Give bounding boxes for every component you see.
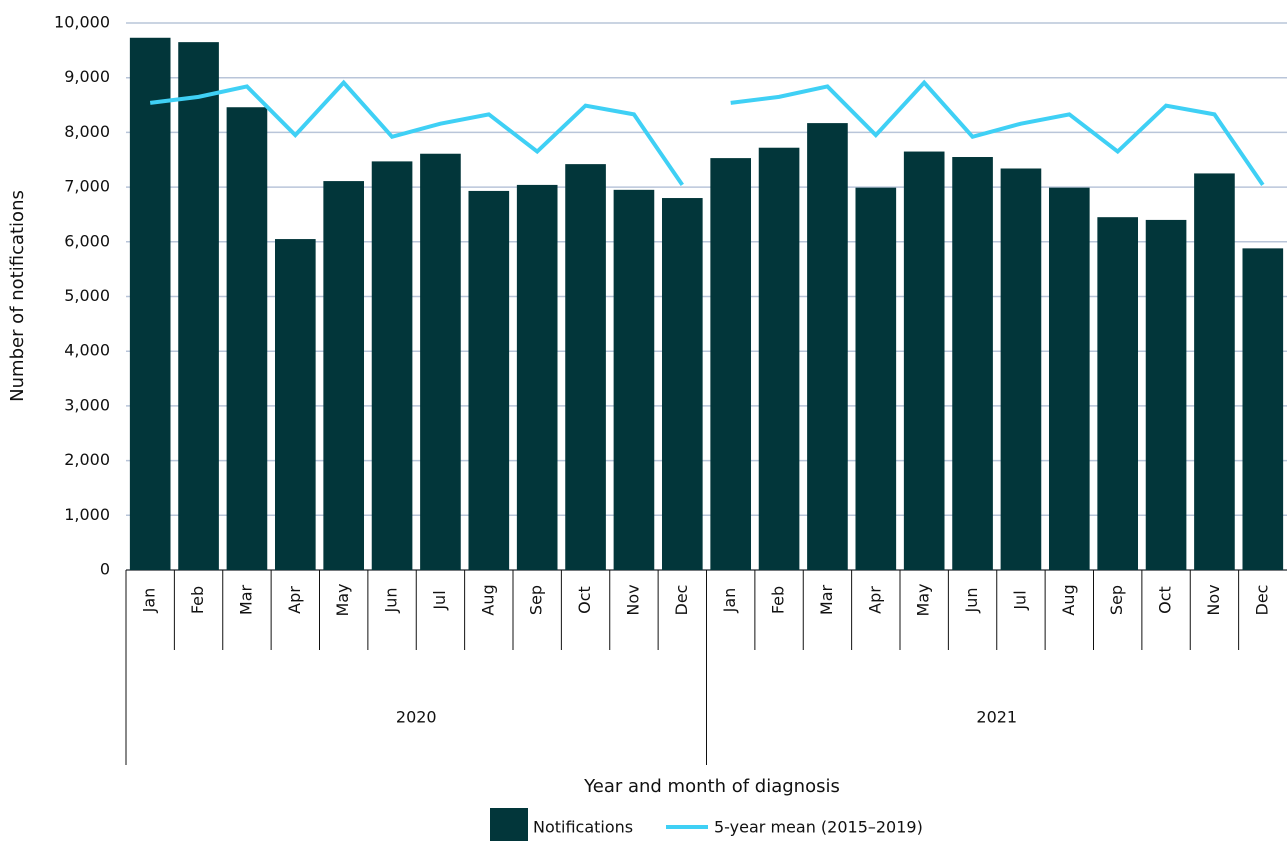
x-tick-label: Mar (236, 584, 255, 615)
x-tick-label: Aug (1059, 584, 1078, 615)
bar (807, 123, 848, 570)
bar (516, 184, 558, 571)
y-tick-label: 3,000 (64, 395, 110, 414)
bar (274, 239, 316, 570)
bar (661, 198, 703, 571)
y-axis-label: Number of notifications (7, 190, 28, 402)
bar (178, 42, 219, 570)
y-tick-label: 4,000 (64, 341, 110, 360)
bar (1194, 173, 1235, 571)
bar (565, 164, 606, 570)
x-tick-label: Mar (817, 584, 836, 615)
y-tick-label: 0 (100, 560, 110, 579)
y-tick-label: 7,000 (64, 177, 110, 196)
bar (1242, 248, 1284, 570)
bar (710, 158, 752, 570)
x-tick-label: May (333, 583, 352, 616)
y-tick-label: 1,000 (64, 505, 110, 524)
x-tick-label: Dec (672, 585, 691, 616)
x-tick-label: Oct (1156, 586, 1175, 614)
y-tick-label: 10,000 (54, 13, 110, 32)
bar (952, 157, 993, 570)
x-tick-label: May (914, 583, 933, 616)
x-tick-label: Jul (1010, 590, 1029, 610)
legend-label: Notifications (533, 818, 633, 837)
legend-label: 5-year mean (2015–2019) (714, 818, 923, 837)
bar (1000, 168, 1042, 570)
bar (1145, 219, 1187, 571)
x-tick-label: Jul (430, 590, 449, 610)
bar (226, 107, 268, 570)
x-tick-label: Nov (623, 584, 642, 615)
bar (903, 151, 945, 571)
group-label: 2020 (396, 708, 437, 727)
x-tick-label: Dec (1252, 585, 1271, 616)
x-tick-label: Jun (962, 588, 981, 614)
x-tick-label: Nov (1204, 584, 1223, 615)
bar (1048, 187, 1090, 570)
x-tick-label: Jun (382, 588, 401, 614)
bar (1097, 217, 1139, 570)
y-tick-label: 2,000 (64, 450, 110, 469)
y-tick-label: 5,000 (64, 286, 110, 305)
x-axis-label: Year and month of diagnosis (583, 776, 840, 797)
group-label: 2021 (976, 708, 1017, 727)
x-tick-label: Sep (527, 585, 546, 615)
y-tick-label: 6,000 (64, 231, 110, 250)
bar (758, 147, 800, 570)
bar (468, 190, 510, 570)
bar (129, 37, 171, 571)
x-tick-label: Apr (285, 586, 304, 614)
x-tick-label: Feb (188, 586, 207, 614)
x-tick-label: Jan (140, 588, 159, 614)
y-tick-label: 8,000 (64, 122, 110, 141)
bar (613, 189, 655, 570)
bar (371, 161, 413, 571)
x-tick-label: Jan (720, 588, 739, 614)
x-tick-label: Feb (769, 586, 788, 614)
bar (420, 153, 461, 570)
x-tick-label: Oct (575, 586, 594, 614)
x-tick-label: Aug (478, 584, 497, 615)
y-tick-label: 9,000 (64, 67, 110, 86)
legend-swatch (490, 808, 528, 841)
bar (855, 187, 897, 570)
x-tick-label: Sep (1107, 585, 1126, 615)
bar (323, 181, 365, 570)
line (730, 79, 1265, 187)
line (149, 79, 684, 187)
x-tick-label: Apr (865, 586, 884, 614)
